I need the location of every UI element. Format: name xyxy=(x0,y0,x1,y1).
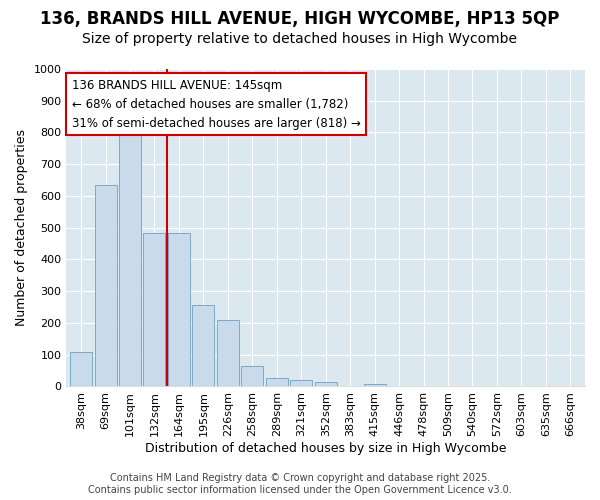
Bar xyxy=(315,382,337,386)
Bar xyxy=(217,320,239,386)
Bar xyxy=(70,352,92,386)
Bar xyxy=(241,366,263,386)
Text: Size of property relative to detached houses in High Wycombe: Size of property relative to detached ho… xyxy=(83,32,517,46)
Bar xyxy=(95,185,116,386)
Text: Contains HM Land Registry data © Crown copyright and database right 2025.
Contai: Contains HM Land Registry data © Crown c… xyxy=(88,474,512,495)
Bar xyxy=(266,378,288,386)
X-axis label: Distribution of detached houses by size in High Wycombe: Distribution of detached houses by size … xyxy=(145,442,506,455)
Bar xyxy=(290,380,312,386)
Bar xyxy=(168,233,190,386)
Y-axis label: Number of detached properties: Number of detached properties xyxy=(15,129,28,326)
Bar xyxy=(119,130,141,386)
Bar xyxy=(364,384,386,386)
Text: 136 BRANDS HILL AVENUE: 145sqm
← 68% of detached houses are smaller (1,782)
31% : 136 BRANDS HILL AVENUE: 145sqm ← 68% of … xyxy=(71,78,361,130)
Bar xyxy=(193,304,214,386)
Text: 136, BRANDS HILL AVENUE, HIGH WYCOMBE, HP13 5QP: 136, BRANDS HILL AVENUE, HIGH WYCOMBE, H… xyxy=(40,10,560,28)
Bar xyxy=(143,233,166,386)
